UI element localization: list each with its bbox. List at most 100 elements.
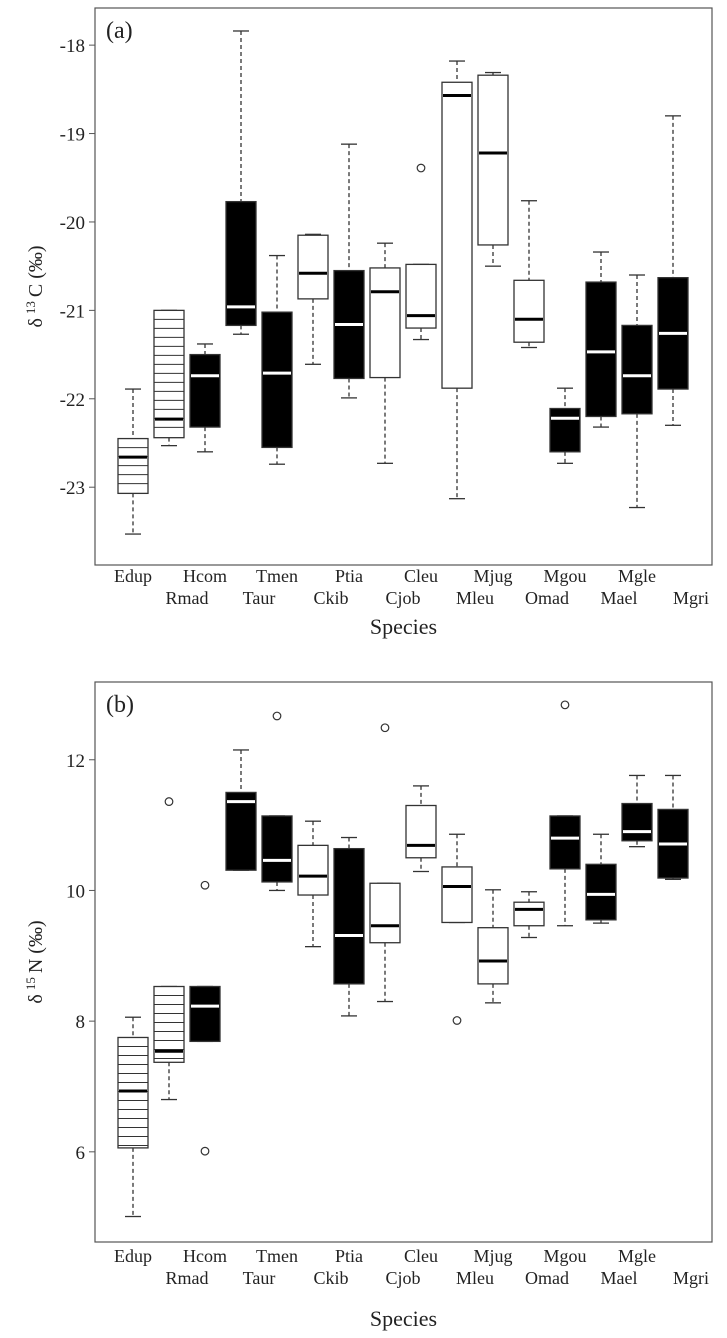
x-tick-label: Rmad	[166, 1268, 209, 1288]
x-tick-label: Omad	[525, 1268, 569, 1288]
box-body	[225, 791, 257, 871]
y-tick-label: 10	[66, 881, 85, 902]
box-cleu	[405, 163, 437, 341]
y-tick-label: -18	[60, 36, 85, 57]
box-body	[441, 81, 473, 389]
x-tick-label: Hcom	[183, 1246, 227, 1266]
x-tick-label: Mgri	[673, 1268, 709, 1288]
y-label-prefix: δ	[25, 318, 47, 327]
box-edup	[117, 1016, 149, 1218]
box-mjug	[477, 71, 509, 267]
y-tick-label: -19	[60, 125, 85, 146]
box-omad	[513, 200, 545, 349]
x-tick-label: Mgou	[543, 566, 586, 586]
box-edup	[117, 388, 149, 535]
box-body	[549, 815, 581, 870]
x-tick-label: Mgle	[618, 566, 656, 586]
box-taur	[225, 30, 257, 335]
y-tick-label: -23	[60, 478, 85, 499]
box-body	[117, 1036, 149, 1149]
x-tick-label: Mgou	[543, 1246, 586, 1266]
outlier-point	[452, 1016, 462, 1025]
box-ckib	[297, 820, 329, 948]
panel-label: (a)	[106, 18, 133, 44]
box-mleu	[441, 833, 473, 1025]
x-tick-label: Cleu	[404, 1246, 438, 1266]
x-tick-label: Mael	[601, 588, 638, 608]
box-body	[225, 200, 257, 327]
plot-frame	[94, 7, 713, 566]
x-tick-label: Tmen	[256, 566, 298, 586]
y-tick-label: 12	[66, 751, 85, 772]
box-body	[441, 866, 473, 924]
y-axis-label: δ 13 C (‰)	[23, 245, 47, 327]
box-mjug	[477, 889, 509, 1004]
y-tick-label: 8	[76, 1012, 86, 1033]
x-tick-label: Cjob	[385, 1268, 420, 1288]
box-mgri	[657, 115, 689, 426]
y-label-suffix: C (‰)	[25, 245, 47, 297]
y-tick-label: 6	[76, 1143, 86, 1164]
x-tick-label: Cleu	[404, 566, 438, 586]
box-body	[585, 863, 617, 921]
box-body	[477, 927, 509, 985]
x-axis-label: Species	[370, 1306, 437, 1331]
x-tick-label: Mjug	[473, 566, 512, 586]
outlier-point	[272, 711, 282, 721]
box-ptia	[333, 143, 365, 399]
x-tick-label: Taur	[243, 588, 276, 608]
box-omad	[513, 891, 545, 939]
box-mgle	[621, 274, 653, 509]
x-tick-label: Hcom	[183, 566, 227, 586]
box-mleu	[441, 60, 473, 500]
box-rmad	[153, 309, 185, 447]
box-tmen	[261, 711, 293, 892]
box-body	[585, 281, 617, 418]
box-body	[621, 324, 653, 415]
box-body	[513, 901, 545, 927]
x-tick-label: Mjug	[473, 1246, 512, 1266]
box-mgou	[549, 700, 581, 927]
y-axis-label: δ 15 N (‰)	[23, 920, 47, 1003]
box-mgou	[549, 387, 581, 464]
x-tick-label: Ckib	[313, 1268, 348, 1288]
x-tick-label: Rmad	[166, 588, 209, 608]
box-cjob	[369, 723, 401, 1003]
x-tick-label: Mgri	[673, 588, 709, 608]
outlier-point	[164, 797, 174, 806]
plot-frame	[94, 681, 713, 1243]
x-tick-label: Tmen	[256, 1246, 298, 1266]
box-ptia	[333, 836, 365, 1017]
outlier-point	[200, 1146, 210, 1156]
x-tick-label: Mleu	[456, 1268, 494, 1288]
box-body	[189, 353, 221, 428]
outlier-point	[416, 163, 426, 173]
box-ckib	[297, 233, 329, 365]
box-tmen	[261, 254, 293, 465]
box-body	[297, 844, 329, 896]
panel-a: (a) -18 -19 -20 -21 -22 -23 δ 13 C (‰) Species Edup…	[23, 7, 713, 639]
box-mael	[585, 833, 617, 924]
y-label-prefix: δ	[25, 994, 47, 1003]
box-cleu	[405, 785, 437, 873]
x-axis-label: Species	[370, 614, 437, 639]
box-body	[369, 882, 401, 944]
x-tick-label: Ckib	[313, 588, 348, 608]
outlier-point	[200, 880, 210, 890]
box-body	[405, 804, 437, 859]
outlier-point	[560, 700, 570, 710]
x-tick-label: Edup	[114, 1246, 152, 1266]
box-body	[477, 74, 509, 246]
box-body	[369, 267, 401, 379]
x-tick-label: Ptia	[335, 1246, 363, 1266]
x-tick-label: Edup	[114, 566, 152, 586]
box-body	[189, 985, 221, 1043]
box-body	[153, 309, 185, 439]
y-label-superscript: 13	[23, 301, 38, 314]
outlier-point	[380, 723, 390, 733]
x-tick-label: Mleu	[456, 588, 494, 608]
box-hcom	[189, 880, 221, 1156]
box-taur	[225, 749, 257, 871]
box-cjob	[369, 242, 401, 464]
